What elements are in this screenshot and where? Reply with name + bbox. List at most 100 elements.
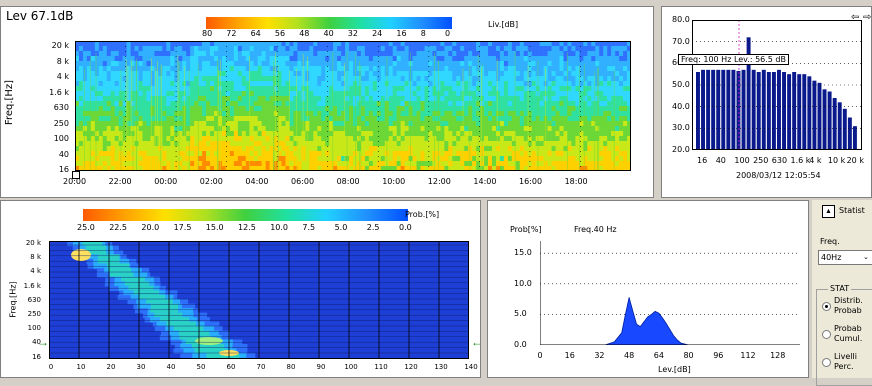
statistics-title-bar[interactable]: ▲ Statist — [822, 205, 872, 219]
arrow-right-marker-icon[interactable]: → — [37, 335, 49, 349]
spectrogram-cell — [360, 116, 366, 122]
time-cursor-handle[interactable] — [72, 171, 80, 179]
spectrum-bar[interactable] — [751, 69, 756, 150]
spectrum-bar[interactable] — [771, 72, 776, 150]
spectrogram-cell — [154, 141, 159, 147]
spectrogram-colorbar-tick: 48 — [299, 29, 310, 38]
spectrogram-cell — [186, 96, 191, 102]
spectrogram-cell — [599, 151, 604, 157]
spectrogram-cell — [241, 136, 247, 142]
spectrum-bar[interactable] — [731, 69, 736, 150]
spectrum-bar[interactable] — [792, 72, 797, 150]
spectrogram-cell — [579, 46, 584, 52]
collapse-icon[interactable]: ▲ — [822, 205, 835, 218]
stat-option[interactable]: Distrib. Probab — [820, 296, 872, 320]
spectrogram-plot[interactable] — [75, 41, 631, 171]
spectrogram-cell — [515, 161, 521, 167]
spectrogram-cell — [607, 111, 612, 117]
histogram-area[interactable] — [604, 297, 689, 345]
spectrum-bar[interactable] — [716, 69, 721, 150]
spectrum-bar[interactable] — [827, 91, 832, 151]
spectrogram-cell — [464, 106, 469, 112]
spectrogram-cell — [86, 86, 92, 92]
spectrogram-cell — [571, 66, 576, 72]
spectrogram-cell — [341, 66, 346, 72]
spectrogram-cell — [285, 116, 290, 122]
spectrogram-cell — [579, 131, 584, 137]
spectrogram-cell — [531, 86, 536, 92]
spectrum-bar[interactable] — [782, 72, 787, 150]
spectrum-bar[interactable] — [822, 89, 827, 150]
spectrogram-cell — [98, 76, 104, 82]
probability-map-plot[interactable] — [49, 241, 469, 359]
chevron-down-icon[interactable]: ⌄ — [863, 254, 869, 261]
spectrum-plot[interactable] — [692, 20, 862, 150]
radio-button[interactable] — [822, 302, 831, 311]
spectrogram-cell — [281, 56, 286, 62]
spectrum-bar[interactable] — [761, 69, 766, 150]
spectrogram-cell — [122, 166, 127, 171]
spectrum-bar[interactable] — [832, 98, 837, 150]
spectrogram-cell — [615, 141, 620, 147]
spectrum-bar[interactable] — [741, 69, 746, 150]
spectrogram-cell — [412, 86, 417, 92]
spectrogram-cell — [142, 46, 147, 52]
spectrogram-cell — [202, 131, 207, 137]
spectrum-bar[interactable] — [726, 69, 731, 150]
spectrum-bar[interactable] — [787, 74, 792, 150]
spectrum-bar[interactable] — [711, 69, 716, 150]
stat-option[interactable]: Probab Cumul. — [820, 324, 872, 348]
spectrum-bar[interactable] — [746, 37, 751, 150]
spectrogram-cell — [130, 61, 135, 67]
spectrogram-cell — [241, 131, 247, 137]
spectrogram-cell — [317, 101, 322, 107]
radio-button[interactable] — [822, 358, 831, 367]
spectrum-bar[interactable] — [696, 72, 700, 150]
spectrogram-cell — [567, 86, 572, 92]
spectrum-bar[interactable] — [797, 74, 802, 150]
spectrum-bar[interactable] — [756, 72, 761, 150]
spectrum-bar[interactable] — [736, 70, 741, 150]
spectrogram-cell — [321, 146, 326, 152]
spectrogram-cell — [214, 126, 219, 132]
stat-option[interactable]: Livelli Perc. — [820, 352, 872, 376]
spectrum-bar[interactable] — [721, 69, 726, 150]
spectrum-bar[interactable] — [766, 72, 771, 150]
histogram-plot[interactable] — [540, 241, 800, 345]
spectrogram-cell — [245, 76, 251, 82]
spectrum-bar[interactable] — [701, 69, 706, 150]
spectrum-bar[interactable] — [837, 102, 842, 150]
spectrogram-cell — [245, 56, 251, 62]
spectrogram-cell — [277, 101, 282, 107]
arrow-left-marker-icon[interactable]: ← — [471, 336, 480, 348]
arrow-left-icon[interactable]: ⇦ — [851, 12, 860, 23]
spectrum-bar[interactable] — [706, 69, 711, 150]
freq-select[interactable]: 40Hz ⌄ — [818, 250, 872, 265]
spectrogram-cell — [607, 51, 612, 57]
spectrogram-cell — [269, 116, 274, 122]
spectrum-bar[interactable] — [847, 117, 852, 151]
spectrogram-cell — [551, 131, 556, 137]
radio-button[interactable] — [822, 330, 831, 339]
spectrogram-cell — [539, 71, 544, 77]
spectrogram-cell — [313, 66, 318, 72]
spectrogram-cell — [154, 96, 159, 102]
spectrogram-cell — [214, 41, 219, 47]
arrow-right-icon[interactable]: ⇨ — [863, 12, 872, 23]
spectrogram-cell — [372, 66, 378, 72]
spectrum-bar[interactable] — [807, 76, 812, 150]
spectrum-bar[interactable] — [802, 74, 807, 150]
spectrogram-cell — [170, 81, 175, 87]
spectrogram-cell — [448, 66, 453, 72]
spectrogram-cell — [376, 111, 382, 117]
spectrum-bar[interactable] — [842, 108, 847, 150]
spectrogram-cell — [484, 106, 489, 112]
spectrum-bar[interactable] — [852, 126, 857, 150]
spectrogram-cell — [341, 86, 346, 92]
spectrogram-cell — [563, 66, 568, 72]
spectrogram-cell — [579, 51, 584, 57]
spectrum-bar[interactable] — [812, 80, 817, 150]
spectrogram-cell — [571, 106, 576, 112]
spectrum-bar[interactable] — [777, 69, 781, 150]
spectrum-bar[interactable] — [817, 82, 822, 150]
